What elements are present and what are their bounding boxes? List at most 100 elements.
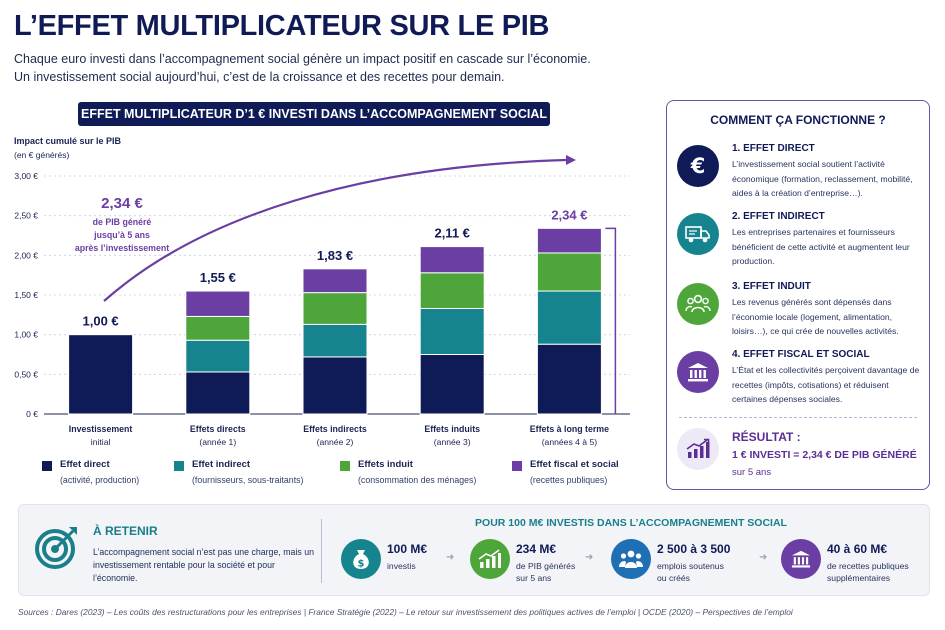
y-tick-label: 2,00 €	[14, 250, 38, 260]
retenir-text: L’accompagnement social n’est pas une ch…	[93, 547, 315, 583]
legend-swatch	[512, 461, 522, 471]
subtitle-line-2: Un investissement social aujourd’hui, c’…	[14, 70, 505, 84]
legend-name: Effets induit	[358, 459, 413, 470]
truck-icon	[677, 213, 719, 255]
y-tick-label: 1,50 €	[14, 290, 38, 300]
panel-divider	[679, 417, 917, 418]
arrow-icon: ➜	[585, 552, 594, 563]
vertical-divider	[321, 519, 322, 583]
callout-text: jusqu’à 5 ans	[93, 230, 150, 240]
step-title: 4. EFFET FISCAL ET SOCIAL	[732, 349, 870, 360]
step-title: 3. EFFET INDUIT	[732, 281, 811, 292]
bar-segment	[302, 268, 368, 294]
x-tick-label: Effets directs	[190, 424, 246, 434]
bar-total-label: 2,34 €	[551, 207, 587, 222]
people-icon	[611, 539, 651, 579]
svg-text:€: €	[690, 154, 706, 178]
bar-segment	[536, 252, 602, 292]
stat-value: 40 à 60 M€	[827, 542, 888, 556]
total-bracket	[605, 227, 617, 414]
stacked-bar-chart: Impact cumulé sur le PIB (en € générés) 0 …	[14, 136, 630, 447]
panel-title: COMMENT ÇA FONCTIONNE ?	[710, 113, 886, 127]
sources-footnote: Sources : Dares (2023) – Les coûts des r…	[18, 607, 793, 617]
subtitle-line-1: Chaque euro investi dans l’accompagnemen…	[14, 52, 591, 66]
stat-label: de recettes publiques supplémentaires	[827, 561, 909, 583]
callout-value: 2,34 €	[101, 195, 143, 212]
svg-text:$: $	[358, 559, 365, 570]
x-tick-label: Effets indirects	[303, 424, 367, 434]
x-tick-sublabel: initial	[91, 437, 111, 447]
result-title: RÉSULTAT :	[732, 430, 801, 444]
chart-banner: EFFET MULTIPLICATEUR D’1 € INVESTI DANS …	[78, 102, 550, 126]
y-tick-label: 0 €	[26, 409, 38, 419]
step-text: Les revenus générés sont dépensés dans l…	[732, 297, 899, 336]
bar-segment	[419, 246, 485, 274]
step-title: 2. EFFET INDIRECT	[732, 211, 825, 222]
stat-value: 100 M€	[387, 542, 428, 556]
legend-description: (activité, production)	[60, 475, 140, 485]
y-tick-label: 1,00 €	[14, 330, 38, 340]
x-tick-sublabel: (année 2)	[317, 437, 354, 447]
legend-name: Effet fiscal et social	[530, 459, 619, 470]
growth-chart-icon	[470, 539, 510, 579]
x-tick-label: Investissement	[69, 424, 133, 434]
stat-value: 234 M€	[516, 542, 557, 556]
result-line: 1 € INVESTI = 2,34 € DE PIB GÉNÉRÉ	[732, 449, 917, 461]
stat-label: investis	[387, 561, 416, 571]
legend-swatch	[340, 461, 350, 471]
how-it-works-panel: COMMENT ÇA FONCTIONNE ? € 1. EFFET DIREC…	[666, 100, 930, 490]
bar-total-label: 1,00 €	[83, 314, 119, 329]
bar-segment	[185, 371, 251, 415]
stat-label: de PIB générés sur 5 ans	[516, 561, 576, 583]
bar-segment	[302, 323, 368, 358]
step-text: L’investissement social soutient l’activ…	[732, 159, 913, 198]
target-icon	[33, 523, 81, 576]
x-tick-label: Effets induits	[424, 424, 480, 434]
step-title: 1. EFFET DIRECT	[732, 143, 815, 154]
bar-segment	[302, 292, 368, 325]
key-takeaways-band: À RETENIR L’accompagnement social n’est …	[18, 504, 930, 596]
y-axis-unit: (en € générés)	[14, 150, 69, 160]
bar-segment	[185, 315, 251, 341]
institution-icon	[677, 351, 719, 393]
callout-text: après l’investissement	[75, 243, 169, 253]
y-tick-label: 2,50 €	[14, 211, 38, 221]
callout-text: de PIB généré	[93, 217, 152, 227]
x-tick-sublabel: (année 3)	[434, 437, 471, 447]
bar-segment	[419, 272, 485, 309]
people-icon	[677, 283, 719, 325]
legend-description: (consommation des ménages)	[358, 475, 477, 485]
bar-segment	[68, 334, 134, 415]
legend-swatch	[42, 461, 52, 471]
legend-description: (recettes publiques)	[530, 475, 608, 485]
step-text: Les entreprises partenaires et fournisse…	[732, 227, 910, 266]
bar-segment	[536, 290, 602, 345]
investment-title: POUR 100 M€ INVESTIS DANS L’ACCOMPAGNEME…	[475, 517, 787, 529]
bar-segment	[419, 307, 485, 355]
page-title: L’EFFET MULTIPLICATEUR SUR LE PIB	[14, 10, 550, 42]
legend-name: Effet indirect	[192, 459, 251, 470]
growth-arrow-head	[566, 155, 576, 165]
euro-icon: €	[677, 145, 719, 187]
x-tick-label: Effets à long terme	[530, 424, 609, 434]
stat-label: emplois soutenus ou créés	[657, 561, 724, 583]
bar-total-label: 1,83 €	[317, 248, 353, 263]
legend-description: (fournisseurs, sous-traitants)	[192, 475, 304, 485]
x-tick-sublabel: (année 1)	[199, 437, 236, 447]
bar-segment	[419, 354, 485, 415]
y-tick-label: 0,50 €	[14, 369, 38, 379]
bar-segment	[185, 339, 251, 373]
institution-icon	[781, 539, 821, 579]
bar-segment	[536, 227, 602, 254]
bar-segment	[536, 343, 602, 415]
retenir-title: À RETENIR	[93, 524, 158, 538]
growth-arrow	[103, 158, 567, 302]
y-axis-title: Impact cumulé sur le PIB	[14, 136, 122, 146]
bar-segment	[185, 290, 251, 317]
result-subtext: sur 5 ans	[732, 467, 772, 478]
legend-swatch	[174, 461, 184, 471]
step-text: L’État et les collectivités perçoivent d…	[732, 365, 920, 404]
arrow-icon: ➜	[446, 552, 455, 563]
bar-total-label: 1,55 €	[200, 270, 236, 285]
growth-chart-icon	[677, 428, 719, 470]
